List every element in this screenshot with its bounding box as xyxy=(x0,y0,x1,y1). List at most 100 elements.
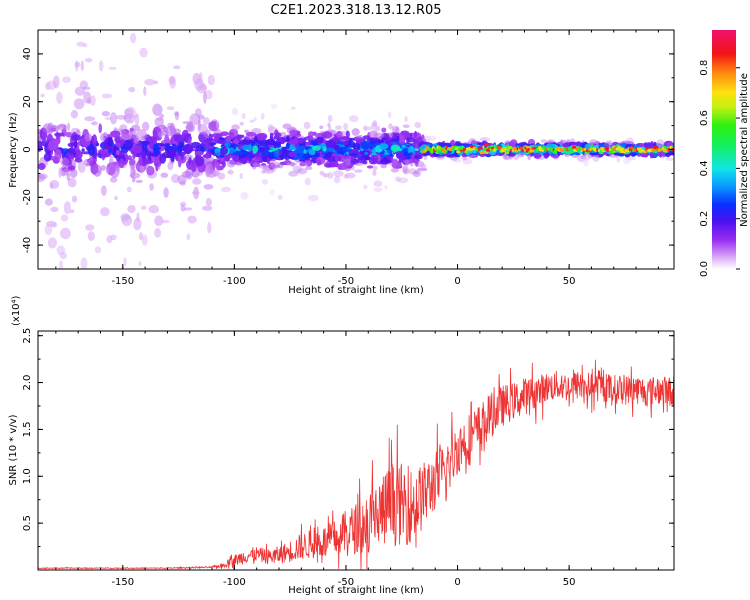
spectrogram-cell xyxy=(169,76,176,89)
spectrogram-cell xyxy=(92,164,102,177)
spectrogram-cell xyxy=(205,152,210,159)
spectrogram-peak-cell xyxy=(464,150,468,154)
spectrogram-cell xyxy=(66,172,71,182)
spectrogram-peak-cell xyxy=(437,146,442,150)
spectrogram-cell xyxy=(61,148,70,154)
spectrogram-cell xyxy=(216,120,220,129)
spectrogram-cell xyxy=(109,155,114,169)
spectrogram-cell xyxy=(128,86,136,93)
spectrogram-cell xyxy=(87,231,95,242)
spectrogram-cell xyxy=(139,47,148,58)
spectrogram-cell xyxy=(304,166,313,170)
spectrogram-heatmap xyxy=(38,26,674,409)
spectrogram-cell xyxy=(47,237,58,249)
spectrogram-y-label: Frequency (Hz) xyxy=(8,112,19,188)
colorbar-tick-label: 0.6 xyxy=(699,110,710,126)
spectrogram-cell xyxy=(187,215,197,224)
spectrogram-cell xyxy=(239,157,247,164)
spectrogram-cell xyxy=(129,26,137,29)
snr-x-tick-label: -50 xyxy=(338,577,354,588)
spectrogram-cell xyxy=(118,158,125,169)
spectrogram-peak-cell xyxy=(484,143,489,147)
spectrogram-cell xyxy=(87,144,96,156)
spectrogram-cell xyxy=(68,147,76,156)
spectrogram-y-tick-label: 40 xyxy=(22,48,33,61)
spectrogram-peak-cell xyxy=(529,149,535,153)
spectrogram-cell xyxy=(373,180,383,188)
spectrogram-peak-cell xyxy=(428,147,433,152)
spectrogram-cell xyxy=(100,207,110,217)
spectrogram-cell xyxy=(656,139,665,148)
spectrogram-cell xyxy=(123,256,127,267)
spectrogram-cell xyxy=(231,124,240,131)
spectrogram-cell xyxy=(63,125,67,134)
spectrogram-cell xyxy=(173,128,181,135)
spectrogram-cell xyxy=(281,146,288,150)
snr-y-ticks: 0.5 1.0 1.5 2.0 2.5 xyxy=(22,328,674,571)
spectrogram-cell xyxy=(101,110,110,117)
spectrogram-panel: -150 -100 -50 0 50 -40 -20 0 20 40 Height of str… xyxy=(8,26,675,409)
spectrogram-cell xyxy=(43,305,53,317)
spectrogram-cell xyxy=(274,132,282,138)
spectrogram-cell xyxy=(399,134,405,142)
spectrogram-cell xyxy=(245,136,255,141)
spectrogram-cell xyxy=(396,135,400,141)
spectrogram-cell xyxy=(253,162,258,168)
spectrogram-cell xyxy=(103,397,112,409)
spectrogram-cell xyxy=(302,153,310,159)
spectrogram-cell xyxy=(109,130,121,138)
spectrogram-cell xyxy=(274,149,279,158)
spectrogram-cell xyxy=(107,136,113,147)
spectrogram-cell xyxy=(324,162,333,168)
spectrogram-cell xyxy=(191,191,200,195)
spectrogram-cell xyxy=(80,60,85,72)
spectrogram-cell xyxy=(450,139,455,146)
spectrogram-cell xyxy=(328,125,332,133)
spectrogram-cell xyxy=(390,144,401,152)
spectrogram-cell xyxy=(219,157,225,162)
spectrogram-cell xyxy=(109,176,118,183)
spectrogram-cell xyxy=(88,283,98,296)
spectrogram-cell xyxy=(414,154,423,160)
spectrogram-cell xyxy=(220,146,229,155)
spectrogram-cell xyxy=(60,214,69,222)
spectrogram-cell xyxy=(414,121,422,129)
spectrogram-cell xyxy=(656,151,666,156)
spectrogram-cell xyxy=(44,198,53,206)
spectrogram-cell xyxy=(202,205,213,211)
spectrogram-cell xyxy=(304,177,311,186)
spectrogram-cell xyxy=(132,145,143,154)
spectrogram-cell xyxy=(604,142,613,148)
spectrogram-cell xyxy=(167,122,174,129)
spectrogram-cell xyxy=(387,111,392,119)
spectrogram-cell xyxy=(84,116,95,122)
spectrogram-cell xyxy=(286,142,290,150)
spectrogram-cell xyxy=(135,179,143,184)
spectrogram-peak-cell xyxy=(621,147,624,151)
spectrogram-cell xyxy=(73,149,83,160)
spectrogram-cell xyxy=(380,158,389,165)
spectrogram-cell xyxy=(202,117,210,125)
spectrogram-cell xyxy=(165,125,177,137)
spectrogram-peak-cell xyxy=(598,148,600,152)
spectrogram-cell xyxy=(562,142,570,148)
spectrogram-cell xyxy=(397,153,406,160)
spectrogram-peak-cell xyxy=(652,145,658,150)
spectrogram-cell xyxy=(391,158,399,164)
snr-x-tick-label: -100 xyxy=(223,577,246,588)
spectrogram-y-ticks: -40 -20 0 20 40 xyxy=(22,29,674,270)
spectrogram-cell xyxy=(183,207,193,211)
spectrogram-cell xyxy=(146,165,155,176)
spectrogram-cell xyxy=(68,165,76,171)
spectrogram-cell xyxy=(296,168,308,175)
spectrogram-cell xyxy=(84,58,93,63)
spectrogram-cell xyxy=(180,204,186,212)
spectrogram-peak-cell xyxy=(507,145,513,150)
spectrogram-cell xyxy=(603,152,608,155)
spectrogram-cell xyxy=(48,139,59,151)
spectrogram-cell xyxy=(231,107,238,116)
spectrogram-cell xyxy=(63,201,71,215)
spectrogram-peak-cell xyxy=(522,146,526,150)
spectrogram-cell xyxy=(217,172,226,180)
spectrogram-cell xyxy=(360,142,370,150)
